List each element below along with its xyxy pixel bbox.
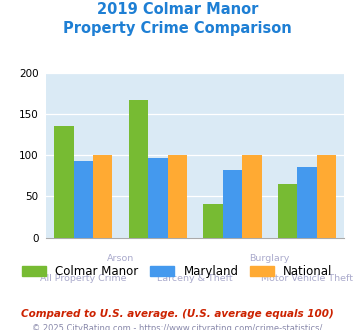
Bar <box>168 155 187 238</box>
Bar <box>223 170 242 238</box>
Text: 2019 Colmar Manor: 2019 Colmar Manor <box>97 2 258 16</box>
Text: All Property Crime: All Property Crime <box>40 274 127 283</box>
Bar <box>203 204 223 238</box>
Bar <box>278 184 297 238</box>
Bar <box>54 126 74 238</box>
Text: Compared to U.S. average. (U.S. average equals 100): Compared to U.S. average. (U.S. average … <box>21 309 334 318</box>
Text: Larceny & Theft: Larceny & Theft <box>157 274 233 283</box>
Bar <box>93 155 113 238</box>
Bar <box>242 155 262 238</box>
Bar <box>74 161 93 238</box>
Text: Motor Vehicle Theft: Motor Vehicle Theft <box>261 274 353 283</box>
Bar <box>297 167 317 238</box>
Legend: Colmar Manor, Maryland, National: Colmar Manor, Maryland, National <box>18 260 337 283</box>
Bar <box>129 100 148 238</box>
Text: Property Crime Comparison: Property Crime Comparison <box>63 21 292 36</box>
Bar <box>148 157 168 238</box>
Text: © 2025 CityRating.com - https://www.cityrating.com/crime-statistics/: © 2025 CityRating.com - https://www.city… <box>32 324 323 330</box>
Text: Arson: Arson <box>107 254 134 263</box>
Text: Burglary: Burglary <box>250 254 290 263</box>
Bar <box>317 155 336 238</box>
